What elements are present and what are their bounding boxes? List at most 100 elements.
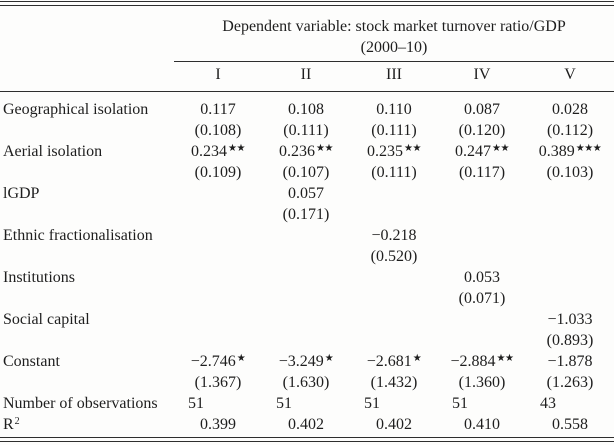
stat-value: 0.399 xyxy=(200,416,236,433)
coefficient-value: 0.087 xyxy=(464,101,500,118)
significance-stars: ★★ xyxy=(404,143,421,154)
coefficient-cell xyxy=(438,309,526,351)
coefficient-cell: −3.249★ (1.630) xyxy=(262,351,350,393)
row-label: Aerial isolation xyxy=(3,143,103,160)
coefficient-cell xyxy=(174,183,262,225)
row-label: Constant xyxy=(3,353,60,370)
standard-error: (0.071) xyxy=(458,290,506,307)
table-top-rule xyxy=(0,1,614,6)
variable-row: Institutions 0.053 (0.071) xyxy=(0,267,614,309)
row-label: Social capital xyxy=(3,311,90,328)
standard-error: (0.111) xyxy=(283,122,329,139)
coefficient-cell: −2.746★ (1.367) xyxy=(174,351,262,393)
variable-row: Aerial isolation 0.234★★ (0.109) 0.236★★ (0.… xyxy=(0,141,614,183)
stat-value: 51 xyxy=(364,395,380,412)
coefficient-value: 0.057 xyxy=(288,185,324,202)
coefficient-value: 0.117 xyxy=(200,101,236,118)
stat-value: 0.410 xyxy=(464,416,500,433)
coefficient-cell: 0.236★★ (0.107) xyxy=(262,141,350,183)
standard-error: (0.171) xyxy=(282,206,330,223)
label-superscript: 2 xyxy=(14,416,20,427)
coefficient-value: 0.247★★ xyxy=(455,143,509,160)
coefficient-value: 0.108 xyxy=(288,101,324,118)
coefficient-value: −1.033 xyxy=(547,311,593,328)
variable-row: Ethnic fractionalisation −0.218 (0.520) xyxy=(0,225,614,267)
stat-row-label: Number of observations xyxy=(3,395,158,412)
coefficient-cell xyxy=(526,183,614,225)
dependent-variable-line2: (2000–10) xyxy=(360,39,428,56)
stat-row: R2 0.399 0.402 0.402 0.410 0.558 xyxy=(0,414,614,435)
column-header-III: III xyxy=(350,61,438,92)
stat-value: 0.402 xyxy=(376,416,412,433)
significance-stars: ★★ xyxy=(496,353,514,364)
coefficient-cell: 0.087 (0.120) xyxy=(438,92,526,142)
stat-value: 51 xyxy=(188,395,204,412)
variable-row: Social capital −1.033 (0.893) xyxy=(0,309,614,351)
coefficient-cell xyxy=(526,225,614,267)
coefficient-value: −3.249★ xyxy=(278,353,334,370)
coefficient-value: −1.878 xyxy=(547,353,593,370)
stat-value: 51 xyxy=(276,395,292,412)
coefficient-cell: 0.057 (0.171) xyxy=(262,183,350,225)
significance-stars: ★ xyxy=(412,353,422,364)
dependent-variable-header: Dependent variable: stock market turnove… xyxy=(174,6,614,62)
standard-error: (0.111) xyxy=(371,122,417,139)
coefficient-cell: −2.884★★ (1.360) xyxy=(438,351,526,393)
coefficient-cell xyxy=(262,267,350,309)
coefficient-cell: 0.235★★ (0.111) xyxy=(350,141,438,183)
row-label: Geographical isolation xyxy=(3,101,149,118)
coefficient-cell xyxy=(526,267,614,309)
standard-error: (1.630) xyxy=(282,374,330,391)
variable-row: lGDP 0.057 (0.171) xyxy=(0,183,614,225)
coefficient-value: 0.028 xyxy=(552,101,588,118)
coefficient-cell xyxy=(174,309,262,351)
column-header-I: I xyxy=(174,61,262,92)
coefficient-cell: 0.247★★ (0.117) xyxy=(438,141,526,183)
significance-stars: ★ xyxy=(324,353,334,364)
standard-error: (1.263) xyxy=(546,374,594,391)
standard-error: (1.367) xyxy=(194,374,242,391)
stat-value: 0.558 xyxy=(552,416,588,433)
column-header-II: II xyxy=(262,61,350,92)
standard-error: (1.360) xyxy=(458,374,506,391)
dependent-variable-row: Dependent variable: stock market turnove… xyxy=(0,6,614,92)
coefficient-value: −2.884★★ xyxy=(450,353,514,370)
coefficient-value: 0.110 xyxy=(376,101,412,118)
table-body: Geographical isolation 0.117 (0.108) 0.108 (… xyxy=(0,92,614,436)
standard-error: (0.103) xyxy=(546,164,594,181)
coefficient-cell: −1.878 (1.263) xyxy=(526,351,614,393)
coefficient-value: −2.681★ xyxy=(366,353,422,370)
coefficient-value: 0.236★★ xyxy=(279,143,333,160)
significance-stars: ★★★ xyxy=(575,143,602,154)
standard-error: (0.109) xyxy=(194,164,242,181)
coefficient-value: 0.053 xyxy=(464,269,500,286)
dependent-variable-line1: Dependent variable: stock market turnove… xyxy=(222,18,566,35)
standard-error: (0.117) xyxy=(458,164,506,181)
coefficient-cell xyxy=(438,183,526,225)
standard-error: (0.108) xyxy=(194,122,242,139)
column-header-IV: IV xyxy=(438,61,526,92)
coefficient-cell: −1.033 (0.893) xyxy=(526,309,614,351)
standard-error: (0.893) xyxy=(546,332,594,349)
coefficient-cell: 0.053 (0.071) xyxy=(438,267,526,309)
coefficient-cell xyxy=(350,267,438,309)
standard-error: (0.107) xyxy=(282,164,330,181)
coefficient-value: 0.389★★★ xyxy=(538,143,602,160)
coefficient-cell xyxy=(350,309,438,351)
stat-row: Number of observations 51 51 51 51 43 xyxy=(0,393,614,414)
stat-row-label: R2 xyxy=(3,416,20,433)
coefficient-cell: 0.110 (0.111) xyxy=(350,92,438,142)
coefficient-cell: −2.681★ (1.432) xyxy=(350,351,438,393)
row-label: Institutions xyxy=(3,269,76,286)
coefficient-value: −2.746★ xyxy=(190,353,246,370)
coefficient-cell: 0.028 (0.112) xyxy=(526,92,614,142)
significance-stars: ★★ xyxy=(316,143,333,154)
variable-row: Geographical isolation 0.117 (0.108) 0.108 (… xyxy=(0,92,614,142)
significance-stars: ★★ xyxy=(492,143,509,154)
coefficient-cell xyxy=(350,183,438,225)
significance-stars: ★★ xyxy=(228,143,245,154)
standard-error: (1.432) xyxy=(370,374,418,391)
coefficient-cell: 0.108 (0.111) xyxy=(262,92,350,142)
standard-error: (0.120) xyxy=(458,122,506,139)
